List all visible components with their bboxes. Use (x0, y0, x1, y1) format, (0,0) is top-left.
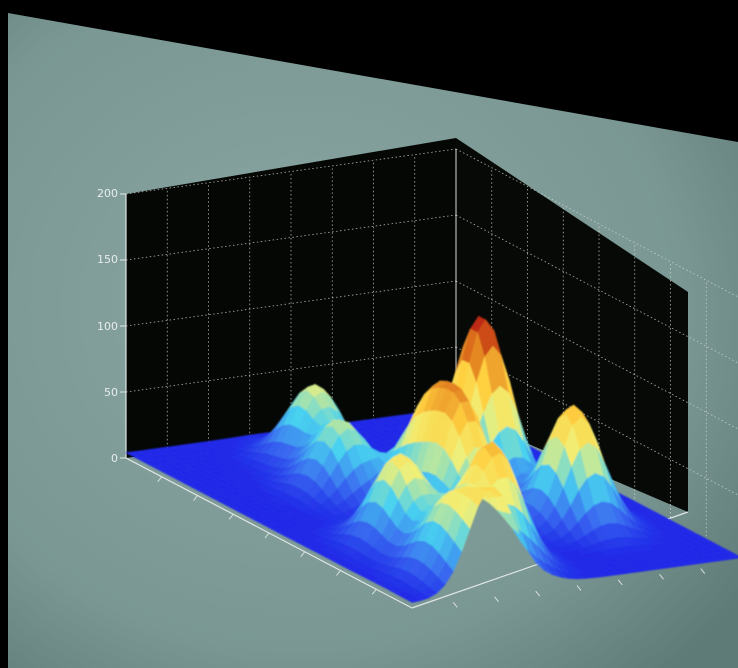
front-right-tick-2 (494, 596, 499, 603)
z-tick-labels: 0 50 100 150 200 (97, 187, 118, 465)
front-left-tick-6 (336, 570, 341, 576)
grid-line-right-z150 (455, 214, 738, 364)
z-tick-label-150: 150 (97, 253, 118, 266)
front-left-tick-1 (157, 476, 163, 483)
z-tick-label-0: 0 (111, 452, 118, 465)
front-right-tick-5 (617, 579, 623, 586)
front-left-tick-4 (264, 532, 270, 539)
front-left-tick-7 (371, 588, 377, 595)
front-right-tick-1 (452, 602, 458, 608)
grid-line-right-z200 (455, 148, 738, 298)
z-tick-label-200: 200 (97, 187, 118, 200)
front-right-tick-3 (535, 590, 541, 597)
surface-cell-39-0 (404, 596, 422, 603)
front-left-tick-5 (300, 551, 306, 558)
front-right-tick-4 (576, 585, 582, 591)
front-right-tick-6 (659, 573, 664, 580)
front-right-tick-7 (700, 568, 706, 574)
axis-ticks (120, 193, 706, 608)
grid-line-right-z50 (455, 346, 738, 496)
surface (125, 315, 738, 603)
z-tick-label-50: 50 (104, 386, 118, 399)
front-left-tick-2 (193, 495, 198, 501)
front-left-tick-3 (228, 513, 234, 520)
z-tick-label-100: 100 (97, 320, 118, 333)
